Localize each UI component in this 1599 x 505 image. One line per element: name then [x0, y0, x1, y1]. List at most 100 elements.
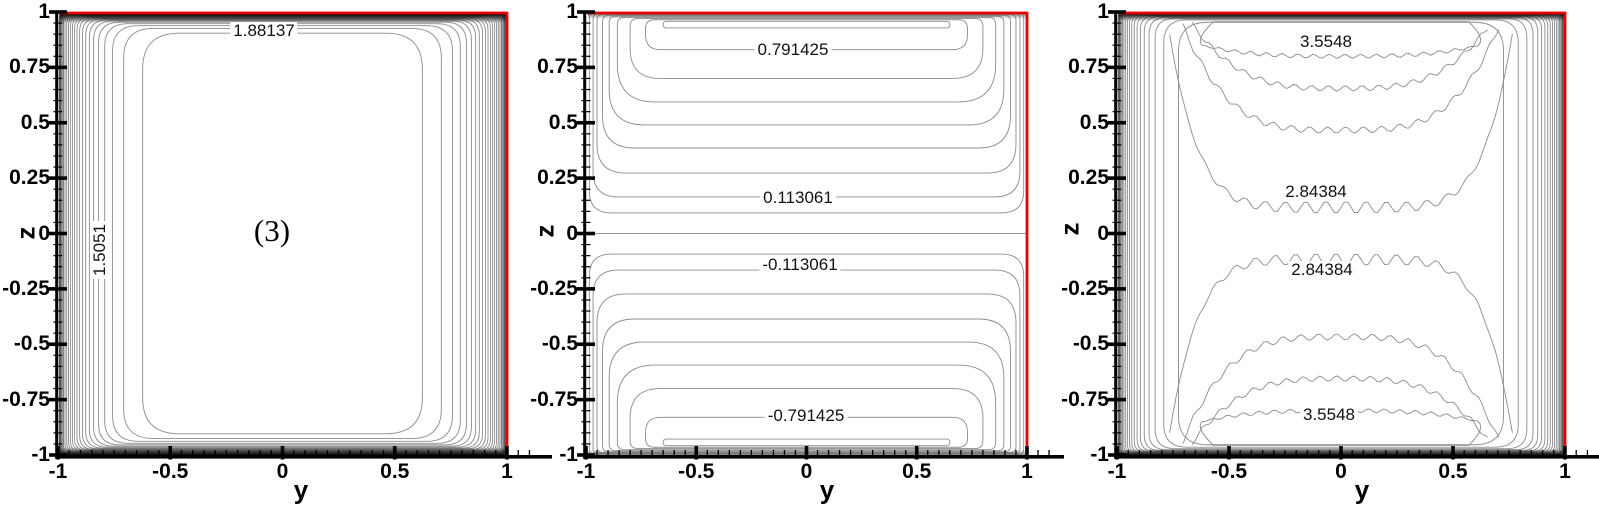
contour-line	[602, 318, 1011, 453]
x-minor-tick	[461, 450, 463, 455]
x-minor-tick	[1485, 450, 1488, 455]
z-minor-tick	[53, 55, 63, 57]
contour-line	[85, 18, 480, 449]
x-minor-tick	[472, 450, 474, 455]
z-minor-tick	[1112, 277, 1122, 279]
z-minor-tick	[1112, 22, 1122, 24]
x-minor-tick	[1048, 450, 1050, 455]
x-minor-tick	[607, 450, 609, 455]
x-minor-tick	[158, 450, 160, 455]
x-minor-tick	[1497, 450, 1499, 455]
top-wall-shading	[60, 14, 506, 23]
x-minor-tick	[1441, 450, 1443, 455]
z-minor-tick	[1112, 210, 1122, 212]
contour-line	[588, 253, 1025, 455]
contour-line	[645, 19, 968, 51]
contour-line	[63, 12, 502, 455]
x-minor-tick	[225, 450, 228, 455]
x-minor-tick	[905, 450, 907, 455]
z-minor-tick	[581, 365, 591, 367]
x-minor-tick	[927, 450, 929, 455]
contour-line	[629, 388, 984, 450]
z-minor-tick	[53, 243, 63, 246]
contour-line	[68, 14, 497, 453]
z-minor-tick	[581, 387, 591, 390]
z-minor-tick	[1112, 354, 1122, 356]
z-minor-tick	[1112, 188, 1122, 190]
x-minor-tick	[1015, 450, 1017, 455]
z-minor-tick	[53, 22, 63, 24]
x-minor-tick	[739, 450, 741, 455]
contour-line	[1123, 12, 1559, 455]
x-minor-tick	[203, 450, 205, 455]
z-minor-tick	[581, 421, 591, 423]
x-minor-tick	[849, 450, 852, 455]
z-minor-tick	[53, 376, 63, 379]
z-major-tick	[1108, 397, 1126, 402]
z-minor-tick	[1112, 144, 1122, 146]
z-minor-tick	[53, 387, 63, 390]
contour-line	[662, 20, 951, 29]
contour-line-wiggly	[1169, 254, 1513, 433]
x-minor-tick	[706, 450, 708, 455]
x-minor-tick	[596, 450, 598, 455]
x-minor-tick	[337, 450, 340, 455]
z-minor-tick	[53, 210, 63, 212]
z-major-tick	[1108, 287, 1126, 291]
z-minor-tick	[53, 100, 63, 102]
z-minor-tick	[1112, 421, 1122, 423]
x-minor-tick	[971, 450, 973, 455]
x-axis-line	[56, 455, 552, 459]
x-minor-tick	[113, 450, 115, 455]
x-major-tick	[1025, 446, 1029, 460]
z-minor-tick	[53, 77, 63, 80]
x-minor-tick	[651, 450, 653, 455]
contour-line	[588, 12, 1025, 214]
x-minor-tick	[1183, 450, 1185, 455]
x-major-tick	[56, 446, 60, 460]
z-minor-tick	[1112, 410, 1122, 412]
x-minor-tick	[750, 450, 753, 455]
contour-line	[1125, 12, 1557, 455]
z-minor-tick	[53, 332, 63, 334]
z-minor-tick	[53, 221, 63, 224]
z-minor-tick	[581, 33, 591, 35]
x-minor-tick	[827, 450, 830, 455]
x-minor-tick	[938, 450, 940, 455]
x-major-tick	[804, 446, 809, 460]
z-major-tick	[49, 65, 67, 70]
x-minor-tick	[872, 450, 874, 455]
contour-line	[1139, 15, 1543, 452]
contour-line-wiggly	[1191, 375, 1488, 446]
z-minor-tick	[1112, 77, 1122, 80]
contour-line	[142, 32, 423, 435]
x-minor-tick	[1329, 450, 1331, 455]
x-minor-tick	[124, 450, 126, 455]
contour-line	[1127, 13, 1555, 454]
x-major-tick	[1451, 446, 1455, 460]
x-major-tick	[1115, 446, 1119, 460]
z-minor-tick	[53, 133, 63, 135]
contour-line	[608, 341, 1005, 452]
x-minor-tick	[960, 450, 962, 455]
x-minor-tick	[528, 450, 531, 455]
contour-line	[645, 416, 968, 448]
z-minor-tick	[1112, 199, 1122, 201]
x-major-tick	[1563, 446, 1567, 460]
contour-line	[1120, 12, 1562, 455]
z-major-tick	[1108, 453, 1126, 457]
contour-line	[1136, 14, 1546, 453]
z-minor-tick	[1112, 44, 1122, 46]
x-axis-line	[1115, 455, 1599, 459]
x-minor-tick	[1004, 450, 1006, 455]
contour-line	[602, 14, 1011, 149]
contour-line	[79, 16, 486, 451]
z-major-tick	[1108, 231, 1126, 236]
x-minor-tick	[495, 450, 497, 455]
z-minor-tick	[581, 255, 591, 257]
x-minor-tick	[816, 450, 819, 455]
contour-line-wiggly	[1191, 21, 1488, 92]
z-minor-tick	[53, 432, 63, 434]
x-major-tick	[584, 446, 588, 460]
z-minor-tick	[581, 410, 591, 412]
